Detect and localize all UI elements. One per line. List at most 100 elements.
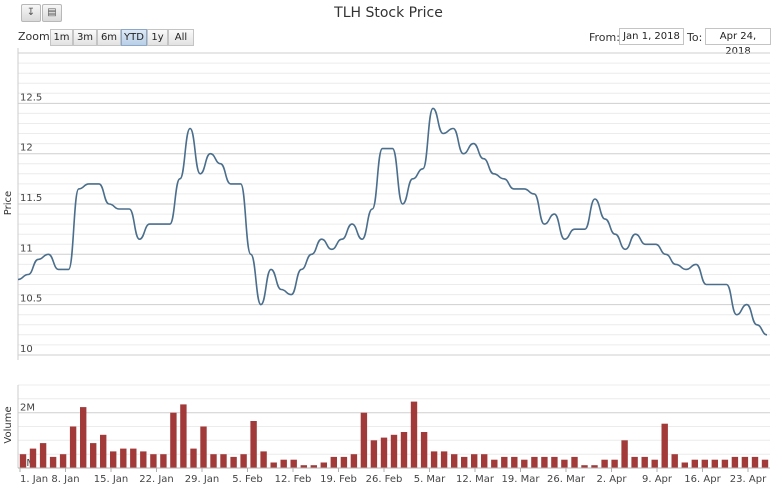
volume-bar: [310, 465, 317, 468]
volume-bar: [150, 454, 157, 468]
x-tick-label: 22. Jan: [139, 474, 174, 485]
volume-bar: [100, 434, 107, 468]
x-tick-label: 16. Apr: [684, 474, 721, 485]
volume-bar: [571, 456, 578, 468]
x-tick-label: 19. Feb: [320, 474, 357, 485]
price-series-line: [17, 107, 768, 336]
volume-bar: [350, 454, 358, 468]
zoom-1m-button[interactable]: 1m: [50, 29, 73, 46]
price-tick-label: 11: [20, 243, 33, 254]
x-tick-label: 19. Mar: [502, 474, 541, 485]
volume-bar: [260, 451, 267, 468]
download-icon: ↧: [26, 7, 36, 18]
volume-bar: [400, 432, 408, 468]
volume-bar: [551, 456, 558, 468]
print-icon: ▤: [47, 7, 57, 18]
x-tick-label: 15. Jan: [94, 474, 129, 485]
volume-bar: [39, 443, 47, 468]
volume-bar: [190, 448, 197, 468]
volume-bar: [280, 459, 287, 468]
zoom-label: Zoom: [18, 30, 50, 43]
volume-bar: [340, 456, 348, 468]
price-axis-label: Price: [3, 191, 14, 215]
x-tick-label: 5. Mar: [414, 474, 446, 485]
price-tick-label: 10.5: [20, 294, 42, 305]
volume-bar: [591, 465, 598, 468]
volume-bar: [471, 454, 478, 468]
zoom-all-button[interactable]: All: [168, 29, 194, 46]
zoom-ytd-button[interactable]: YTD: [121, 29, 147, 46]
volume-bar: [661, 423, 668, 468]
price-tick-label: 12: [20, 143, 33, 154]
x-tick-label: 1. Jan: [20, 474, 48, 485]
x-tick-label: 26. Feb: [366, 474, 403, 485]
volume-axis-label: Volume: [3, 406, 14, 443]
volume-bar: [170, 412, 177, 468]
volume-bar: [440, 451, 448, 468]
volume-bar: [711, 459, 718, 468]
volume-bar: [601, 459, 608, 468]
chart-title: TLH Stock Price: [334, 5, 443, 21]
volume-bar: [531, 456, 538, 468]
volume-bar: [360, 412, 368, 468]
volume-bar: [29, 448, 37, 468]
to-label: To:: [687, 31, 703, 44]
volume-bar: [481, 454, 488, 468]
volume-bar: [220, 454, 227, 468]
volume-bar: [330, 456, 337, 468]
price-tick-label: 11.5: [20, 193, 42, 204]
x-tick-label: 12. Mar: [456, 474, 495, 485]
volume-tick-label: 0M: [20, 458, 35, 469]
x-tick-label: 5. Feb: [232, 474, 262, 485]
x-tick-label: 9. Apr: [642, 474, 673, 485]
volume-bar: [541, 456, 548, 468]
volume-bar: [521, 459, 528, 468]
from-date-input[interactable]: Jan 1, 2018: [619, 28, 684, 45]
volume-bar: [491, 459, 498, 468]
x-tick-label: 12. Feb: [275, 474, 312, 485]
volume-bar: [611, 459, 618, 468]
volume-bar: [761, 459, 769, 468]
volume-bar: [180, 404, 187, 468]
volume-bar: [390, 434, 398, 468]
volume-bar: [751, 456, 759, 468]
volume-bar: [59, 454, 67, 468]
price-tick-label: 10: [20, 344, 33, 355]
zoom-1y-button[interactable]: 1y: [147, 29, 168, 46]
x-tick-label: 23. Apr: [730, 474, 767, 485]
x-tick-label: 26. Mar: [547, 474, 586, 485]
volume-bar: [511, 456, 518, 468]
volume-bar: [19, 454, 27, 468]
volume-bar: [430, 451, 438, 468]
volume-bar: [741, 456, 749, 468]
zoom-6m-button[interactable]: 6m: [97, 29, 121, 46]
volume-bar: [300, 465, 307, 468]
volume-bar: [130, 448, 137, 468]
zoom-3m-button[interactable]: 3m: [73, 29, 97, 46]
volume-bar: [701, 459, 708, 468]
volume-bar: [80, 407, 87, 468]
volume-bar: [691, 459, 698, 468]
volume-bar: [210, 454, 217, 468]
volume-bar: [581, 465, 588, 468]
volume-bar: [501, 456, 508, 468]
volume-bar: [270, 462, 277, 468]
volume-bar: [461, 456, 468, 468]
volume-bar: [721, 459, 729, 468]
to-date-input[interactable]: Apr 24, 2018: [705, 28, 771, 57]
x-tick-label: 29. Jan: [185, 474, 220, 485]
download-button[interactable]: ↧: [21, 4, 41, 22]
volume-bar: [451, 454, 458, 468]
volume-bar: [290, 459, 297, 468]
volume-bar: [651, 459, 658, 468]
volume-bar: [120, 448, 127, 468]
x-tick-label: 8. Jan: [51, 474, 79, 485]
volume-tick-label: 2M: [20, 403, 35, 414]
volume-bar: [240, 454, 247, 468]
volume-bar: [731, 456, 739, 468]
volume-bar: [140, 451, 147, 468]
print-button[interactable]: ▤: [42, 4, 62, 22]
volume-bar: [69, 426, 77, 468]
volume-bar: [641, 456, 648, 468]
